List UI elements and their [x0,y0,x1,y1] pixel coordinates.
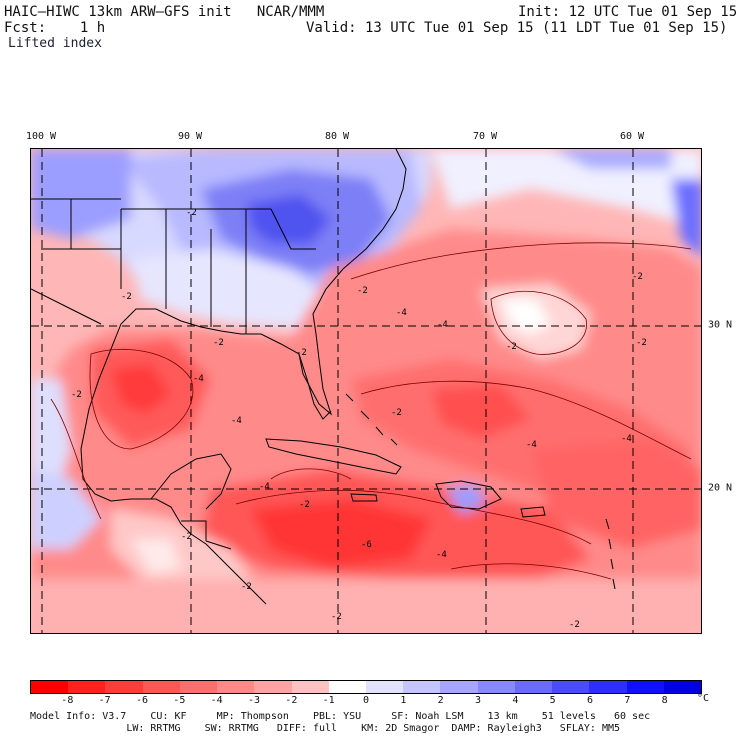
contour-label: -2 [186,208,197,218]
contour-label: -4 [193,374,204,384]
colorbar-tick-label: 0 [362,695,370,706]
colorbar-tick-label: 7 [624,695,631,706]
colorbar-swatch [179,681,218,693]
contour-label: -2 [632,272,643,282]
contour-label-layer: -2 -2 -2 -2 -2 -4 -4 -2 -2 -4 -4 -4 -4 -… [71,208,647,630]
colorbar-swatch [254,681,292,693]
colorbar-tick-label: -7 [98,695,111,706]
contour-label: -4 [396,308,407,318]
colorbar-tick-label: -4 [210,695,223,706]
coastlines [31,149,616,605]
map-canvas: -2 -2 -2 -2 -2 -4 -4 -2 -2 -4 -4 -4 -4 -… [31,149,701,633]
contour-label: -2 [296,348,307,358]
lat-label-20n: 20 N [708,482,733,494]
colorbar-swatch [68,681,106,693]
contour-label: -2 [241,582,252,592]
colorbar-swatch [142,681,180,693]
colorbar-swatch [328,681,366,693]
model-info-line-2: LW: RRTMG SW: RRTMG DIFF: full KM: 2D Sm… [30,723,621,734]
colorbar-swatch [291,681,329,693]
valid-time: Valid: 13 UTC Tue 01 Sep 15 (11 LDT Tue … [306,20,728,36]
lat-label-30n: 30 N [708,319,733,331]
colorbar-tick-label: 3 [474,695,482,706]
colorbar-tick-label: -2 [285,695,298,706]
contour-label: -2 [181,532,192,542]
colorbar-swatch [217,681,255,693]
contour-label: -2 [121,292,132,302]
colorbar-swatch [477,681,515,693]
contour-label: -2 [331,612,342,622]
colorbar-tick-label: 2 [437,695,444,706]
colorbar-swatch [589,681,627,693]
contour-label: -2 [71,390,82,400]
colorbar-swatch [514,681,553,693]
colorbar-swatch [105,681,143,693]
colorbar-tick-label: 4 [512,695,519,706]
colorbar-swatch [403,681,441,693]
contour-label: -2 [299,500,310,510]
colorbar-swatch [626,681,664,693]
colorbar-tick-label: 8 [661,695,668,706]
contour-label: -4 [231,416,242,426]
colorbar-swatch [31,681,69,693]
contour-label: -4 [437,320,448,330]
lon-label-70w: 70 W [472,131,498,142]
colorbar-unit: °C [697,693,710,704]
colorbar-swatch [552,681,590,693]
colorbar-tick-label: 1 [400,695,407,706]
colorbar-swatch [440,681,478,693]
contour-label: -2 [357,286,368,296]
colorbar-tick-label: -5 [173,695,186,706]
model-info-line-1: Model Info: V3.7 CU: KF MP: Thompson PBL… [30,711,651,722]
field-layer [31,149,701,633]
colorbar-tick-label: -1 [322,695,335,706]
field-name: Lifted index [8,36,102,51]
init-time: Init: 12 UTC Tue 01 Sep 15 [518,4,738,20]
colorbar [30,680,702,694]
lon-label-100w: 100 W [25,131,57,142]
colorbar-tick-label: -8 [61,695,74,706]
contour-label: -2 [636,338,647,348]
contour-label: -4 [436,550,447,560]
lon-label-90w: 90 W [177,131,203,142]
colorbar-tick-label: 6 [586,695,594,706]
contours [50,242,692,580]
colorbar-tick-label: 5 [549,695,556,706]
colorbar-tick-label: -6 [135,695,149,706]
contour-label: -4 [526,440,537,450]
lon-label-80w: 80 W [324,131,350,142]
colorbar-swatch [365,681,404,693]
colorbar-swatch [663,681,701,693]
contour-label: -6 [361,540,372,550]
lon-label-60w: 60 W [619,131,645,142]
model-title: HAIC–HIWC 13km ARW–GFS init NCAR/MMM [4,4,325,20]
contour-label: -4 [621,434,632,444]
colorbar-tick-label: -3 [247,695,261,706]
contour-label: -2 [391,408,402,418]
contour-label: -2 [569,620,580,630]
graticule [31,149,701,633]
forecast-hour: Fcst: 1 h [4,20,106,36]
contour-label: -4 [259,482,270,492]
contour-label: -2 [213,338,224,348]
lifted-index-map: -2 -2 -2 -2 -2 -4 -4 -2 -2 -4 -4 -4 -4 -… [30,148,702,634]
contour-label: -2 [506,342,517,352]
